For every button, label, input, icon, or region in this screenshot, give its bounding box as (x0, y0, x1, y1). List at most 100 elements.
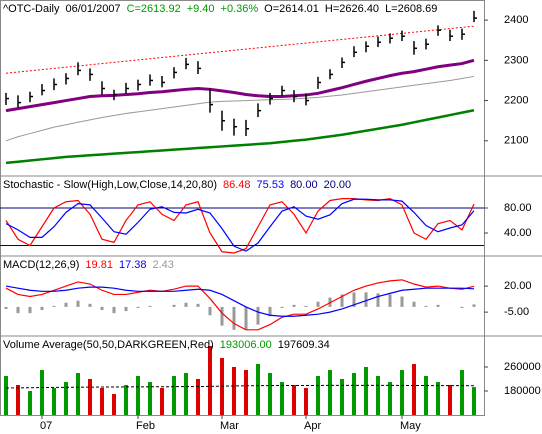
histogram-bar (172, 304, 176, 307)
x-tick-label: Apr (304, 420, 321, 432)
volume-bar (388, 382, 392, 415)
histogram-bar (124, 306, 128, 312)
histogram-bar (64, 302, 68, 307)
histogram-bar (340, 294, 344, 307)
moving-average (5, 75, 475, 142)
panel-header: H=2626.40 (325, 3, 379, 15)
volume-bar (280, 382, 284, 415)
x-tick-label: Mar (220, 420, 239, 432)
panel-header: O=2614.01 (264, 3, 319, 15)
histogram-bar (316, 301, 320, 307)
panel-header: Volume Average(50,50,DARKGREEN,Red) (3, 339, 214, 351)
volume-bar (40, 370, 44, 415)
volume-bar (244, 370, 248, 415)
histogram-bar (424, 305, 428, 307)
y-tick-label: 2100 (504, 135, 528, 147)
histogram-bar (376, 293, 380, 307)
volume-bar (328, 370, 332, 415)
panel-header: ^OTC-Daily (3, 3, 60, 15)
histogram-bar (292, 304, 296, 307)
volume-bar (160, 388, 164, 415)
volume-bar (424, 376, 428, 415)
panel-header: L=2608.69 (385, 3, 437, 15)
volume-bar (436, 382, 440, 415)
volume-bar (28, 391, 32, 415)
panel-header: 86.48 (223, 179, 251, 191)
panel-header: MACD(12,26,9) (3, 259, 79, 271)
volume-bar (256, 364, 260, 415)
histogram-bar (232, 306, 236, 330)
volume-bar (196, 379, 200, 415)
histogram-bar (244, 306, 248, 330)
panel-header: +0.36% (221, 3, 259, 15)
histogram-bar (76, 300, 80, 307)
panel-header: 2.43 (152, 259, 173, 271)
histogram-bar (388, 294, 392, 307)
volume-bar (232, 367, 236, 415)
histogram-bar (40, 306, 44, 311)
volume-bar (136, 376, 140, 415)
histogram-bar (52, 305, 56, 307)
series-line (5, 198, 475, 252)
y-tick-label: 2200 (504, 94, 528, 106)
volume-bar (472, 387, 476, 415)
volume-bar (268, 373, 272, 415)
panel-header: 193006.00 (220, 339, 272, 351)
histogram-bar (220, 306, 224, 326)
volume-bar (148, 382, 152, 415)
histogram-bar (304, 305, 308, 307)
histogram-bar (280, 306, 284, 308)
panel-header: 75.53 (257, 179, 285, 191)
volume-bar (448, 385, 452, 415)
volume-bar (376, 376, 380, 415)
panel-header: +9.40 (187, 3, 215, 15)
volume-bar (88, 379, 92, 415)
volume-bar (52, 388, 56, 415)
volume-bar (124, 385, 128, 415)
y-tick-label: 2300 (504, 54, 528, 66)
volume-bar (172, 376, 176, 415)
histogram-bar (208, 306, 212, 316)
panel-header: C=2613.92 (127, 3, 181, 15)
histogram-bar (28, 306, 32, 314)
histogram-bar (88, 303, 92, 307)
volume-bar (304, 388, 308, 415)
y-tick-label: 20.00 (504, 280, 532, 292)
panel-header: 197609.34 (278, 339, 330, 351)
histogram-bar (436, 304, 440, 307)
volume-bar (292, 385, 296, 415)
series-line (5, 279, 475, 331)
volume-bar (412, 364, 416, 415)
series-line (5, 285, 475, 317)
volume-bar (76, 373, 80, 415)
histogram-bar (100, 306, 104, 311)
moving-average (5, 109, 475, 165)
histogram-bar (352, 292, 356, 307)
volume-bar (4, 376, 8, 415)
histogram-bar (460, 306, 464, 308)
panel-header: Stochastic - Slow(High,Low,Close,14,20,8… (3, 179, 217, 191)
panel-header: 17.38 (119, 259, 147, 271)
histogram-bar (400, 296, 404, 307)
histogram-bar (268, 306, 272, 317)
y-tick-label: 80.00 (504, 202, 532, 214)
y-tick-label: 180000 (504, 385, 541, 397)
histogram-bar (136, 306, 140, 308)
y-tick-label: 2400 (504, 14, 528, 26)
volume-bar (352, 373, 356, 415)
volume-bar (364, 367, 368, 415)
histogram-bar (256, 306, 260, 325)
histogram-bar (472, 304, 476, 307)
volume-bar (316, 376, 320, 415)
volume-bar (460, 370, 464, 415)
panel-header: 20.00 (324, 179, 352, 191)
panel-header: 06/01/2007 (66, 3, 121, 15)
volume-bar (400, 370, 404, 415)
x-tick-label: May (400, 420, 421, 432)
histogram-bar (148, 305, 152, 307)
series-line (5, 198, 475, 254)
panel-header: 80.00 (290, 179, 318, 191)
volume-bar (112, 394, 116, 415)
volume-bar (16, 385, 20, 415)
